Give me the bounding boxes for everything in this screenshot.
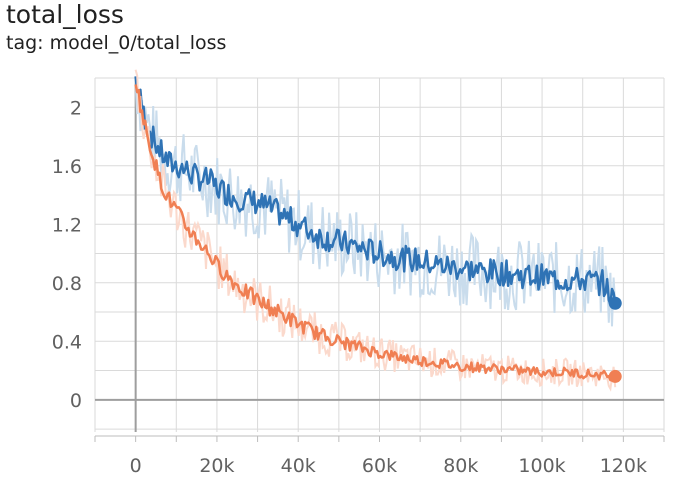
y-tick-label: 0: [70, 390, 82, 412]
series-end-dot-0: [608, 296, 622, 310]
x-tick-label: 100k: [518, 455, 565, 477]
series-line-1: [134, 84, 617, 382]
x-tick-label: 60k: [362, 455, 397, 477]
y-tick-label: 0.8: [52, 273, 82, 295]
chart-title: total_loss: [6, 0, 124, 29]
chart-subtitle: tag: model_0/total_loss: [6, 32, 227, 54]
x-tick-label: 80k: [443, 455, 478, 477]
y-tick-label: 2: [70, 97, 82, 119]
series-line-0: [134, 76, 617, 306]
x-tick-label: 120k: [600, 455, 647, 477]
y-tick-label: 0.4: [52, 331, 82, 353]
series-raw-line-1: [134, 69, 617, 392]
x-tick-label: 40k: [281, 455, 316, 477]
series-raw-line-0: [134, 78, 617, 327]
x-tick-label: 0: [130, 455, 142, 477]
y-tick-label: 1.2: [52, 214, 82, 236]
y-tick-label: 1.6: [52, 156, 82, 178]
x-tick-label: 20k: [199, 455, 234, 477]
series-end-dot-1: [608, 369, 622, 383]
